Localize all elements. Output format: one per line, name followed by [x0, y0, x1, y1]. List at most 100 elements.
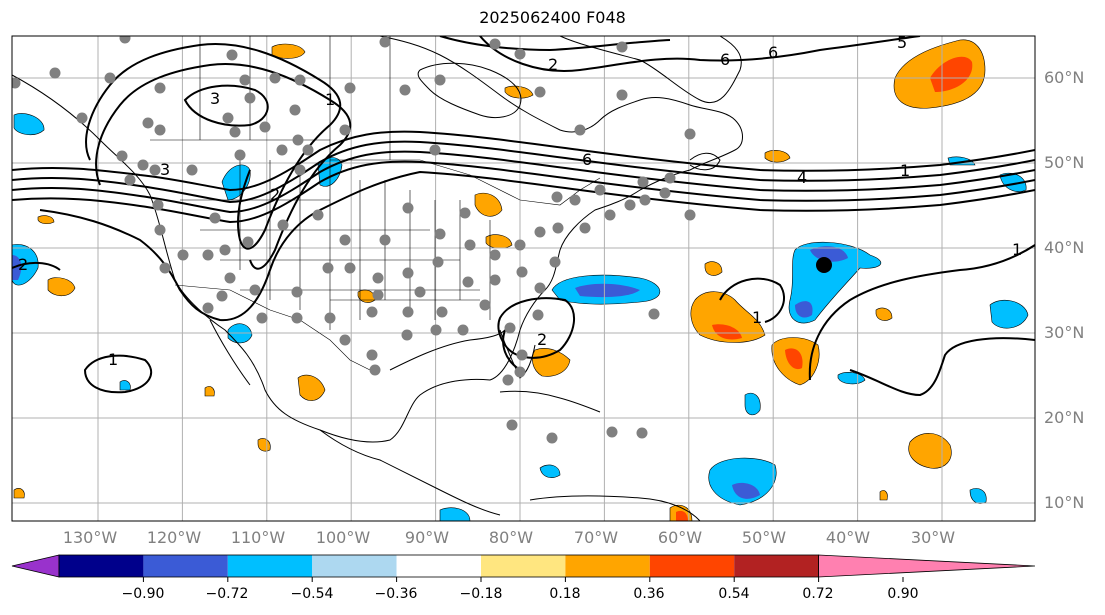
station-dot [366, 306, 378, 318]
station-dot [289, 104, 301, 116]
station-dot [224, 272, 236, 284]
negative-anomaly-region [13, 113, 45, 136]
contour-label: 1 [900, 161, 910, 180]
west-contour [12, 262, 61, 271]
negative-anomaly-core [810, 246, 848, 262]
station-dot [344, 262, 356, 274]
contour-label: 6 [582, 150, 592, 169]
station-dot [154, 82, 166, 94]
negative-anomaly-core [732, 482, 760, 499]
station-dot [462, 276, 474, 288]
station-dot [579, 222, 591, 234]
positive-anomaly-core [676, 510, 688, 521]
positive-anomaly-region [13, 488, 25, 499]
lon-label: 90°W [404, 528, 450, 547]
negative-anomaly-region [439, 507, 471, 521]
ridge-contour [85, 43, 342, 250]
atlantic-contour [849, 337, 1035, 397]
station-dot [216, 290, 228, 302]
station-dot [574, 124, 586, 136]
gulf-coast [389, 329, 506, 371]
baja-california [209, 319, 251, 386]
colorbar-segment [649, 555, 735, 577]
positive-anomaly-region [474, 192, 503, 217]
station-dot [119, 36, 131, 44]
station-dot [76, 112, 88, 124]
station-dot [534, 226, 546, 238]
station-dot [546, 432, 558, 444]
station-dot [226, 49, 238, 61]
contour-label: 2 [537, 330, 547, 349]
lon-label: 60°W [657, 528, 703, 547]
us-mexico-border [174, 284, 371, 371]
station-dot [659, 187, 671, 199]
colorbar-extend-high [818, 554, 1036, 578]
colorbar-extend-low [11, 554, 60, 578]
station-dot [372, 289, 384, 301]
low-contour [183, 84, 269, 127]
map-frame [11, 35, 1036, 522]
negative-anomaly-region [539, 464, 561, 478]
jet-contour [12, 150, 1035, 214]
lat-label: 20°N [1044, 408, 1085, 427]
station-dot [402, 267, 414, 279]
positive-anomaly-region [532, 348, 571, 377]
station-dot [459, 207, 471, 219]
lon-label: 80°W [488, 528, 534, 547]
station-dot [234, 149, 246, 161]
station-dot [551, 191, 563, 203]
positive-anomaly-region [485, 234, 513, 249]
station-dot [209, 212, 221, 224]
station-dot [636, 427, 648, 439]
atlantic-contour [808, 244, 1035, 381]
gulf-contour [502, 329, 521, 371]
lon-label: 50°W [741, 528, 787, 547]
station-dot [312, 209, 324, 221]
positive-anomaly-core [785, 348, 803, 370]
station-dot [516, 266, 528, 278]
map-gridlines [12, 36, 1035, 521]
station-dot [684, 209, 696, 221]
positive-anomaly-region [271, 43, 306, 59]
station-dot [436, 306, 448, 318]
station-dot [339, 234, 351, 246]
station-dot [372, 272, 384, 284]
station-dot [604, 209, 616, 221]
station-dot [142, 117, 154, 129]
station-dot [222, 112, 234, 124]
shaded-anomalies [12, 39, 1029, 521]
station-dot [639, 194, 651, 206]
station-dot [616, 89, 628, 101]
station-dot [489, 274, 501, 286]
station-dot [457, 324, 469, 336]
lon-label: 120°W [146, 528, 202, 547]
contours [12, 36, 1035, 397]
station-dot [116, 150, 128, 162]
positive-anomaly-region [764, 149, 791, 163]
colorbar-segment [143, 555, 228, 577]
greenland-coast [559, 36, 742, 104]
station-dot [502, 374, 514, 386]
lat-label: 40°N [1044, 238, 1085, 257]
positive-anomaly-region [37, 215, 55, 225]
colorbar-tick: 0.36 [633, 586, 665, 602]
colorbar-tick: 0.90 [887, 586, 919, 602]
station-dot [594, 184, 606, 196]
station-dot [532, 309, 544, 321]
lon-label: 30°W [910, 528, 956, 547]
station-dot [292, 134, 304, 146]
negative-anomaly-region [999, 172, 1027, 192]
contour-label: 4 [797, 168, 807, 187]
colorbar-segment [312, 555, 397, 577]
station-dot [534, 86, 546, 98]
station-dot [149, 164, 161, 176]
station-dot [432, 256, 444, 268]
positive-anomaly-core [930, 56, 973, 92]
station-dot [324, 312, 336, 324]
negative-anomaly-core [795, 301, 813, 318]
station-dot [616, 41, 628, 53]
station-dot [399, 84, 411, 96]
positive-anomaly-core [712, 324, 742, 340]
colorbar-segment [734, 555, 819, 577]
positive-anomaly-region [297, 374, 326, 401]
